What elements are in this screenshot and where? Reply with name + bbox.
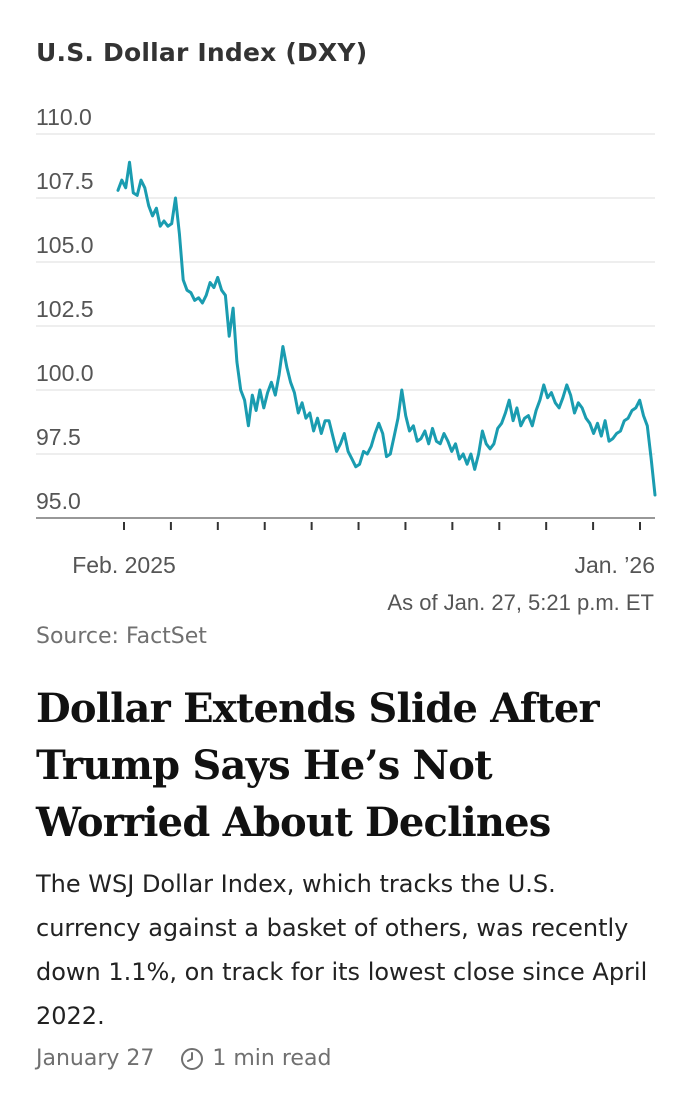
as-of-timestamp: As of Jan. 27, 5:21 p.m. ET [387,590,654,615]
y-tick-label: 102.5 [36,296,94,322]
clock-icon [180,1047,204,1071]
chart-source: Source: FactSet [36,624,207,649]
x-tick-label-start: Feb. 2025 [72,552,176,578]
y-tick-label: 110.0 [36,104,92,130]
article-date: January 27 [36,1046,155,1071]
dxy-line-chart: 110.0 107.5 105.0 102.5 100.0 97.5 95.0 Feb. 20… [36,104,657,578]
dxy-series-line [116,160,657,497]
y-tick-label: 95.0 [36,488,81,514]
chart-title: U.S. Dollar Index (DXY) [36,38,368,67]
x-tick-label-end: Jan. ’26 [574,552,655,578]
y-tick-label: 97.5 [36,424,81,450]
read-time: 1 min read [212,1046,332,1071]
y-tick-label: 105.0 [36,232,94,258]
y-tick-label: 100.0 [36,360,94,386]
article-meta: January 27 1 min read [36,1046,331,1071]
y-tick-label: 107.5 [36,168,94,194]
article-summary: The WSJ Dollar Index, which tracks the U… [36,870,648,1030]
article-headline[interactable]: Dollar Extends Slide After Trump Says He… [36,685,600,846]
